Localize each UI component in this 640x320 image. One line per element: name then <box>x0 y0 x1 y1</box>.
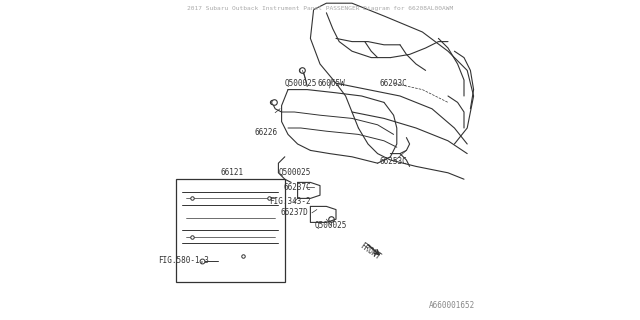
Text: A660001652: A660001652 <box>429 301 475 310</box>
Text: FRONT: FRONT <box>358 241 381 261</box>
Text: 66237C: 66237C <box>284 183 312 192</box>
Text: Q500025: Q500025 <box>315 221 348 230</box>
Text: 66121: 66121 <box>220 168 244 177</box>
Text: FIG.580-1,3: FIG.580-1,3 <box>159 256 209 265</box>
Text: 2017 Subaru Outback Instrument Panel PASSENGER Diagram for 66208AL00AWM: 2017 Subaru Outback Instrument Panel PAS… <box>187 6 453 12</box>
Text: 66226: 66226 <box>254 128 277 137</box>
Bar <box>176 179 285 282</box>
Text: Q500025: Q500025 <box>285 79 317 88</box>
Text: 66065W: 66065W <box>317 79 345 88</box>
Text: 66203C: 66203C <box>380 79 408 88</box>
Text: FIG.343-2: FIG.343-2 <box>269 197 310 206</box>
Text: Q500025: Q500025 <box>278 168 310 177</box>
Text: 66253C: 66253C <box>380 157 408 166</box>
Text: 66237D: 66237D <box>280 208 308 217</box>
